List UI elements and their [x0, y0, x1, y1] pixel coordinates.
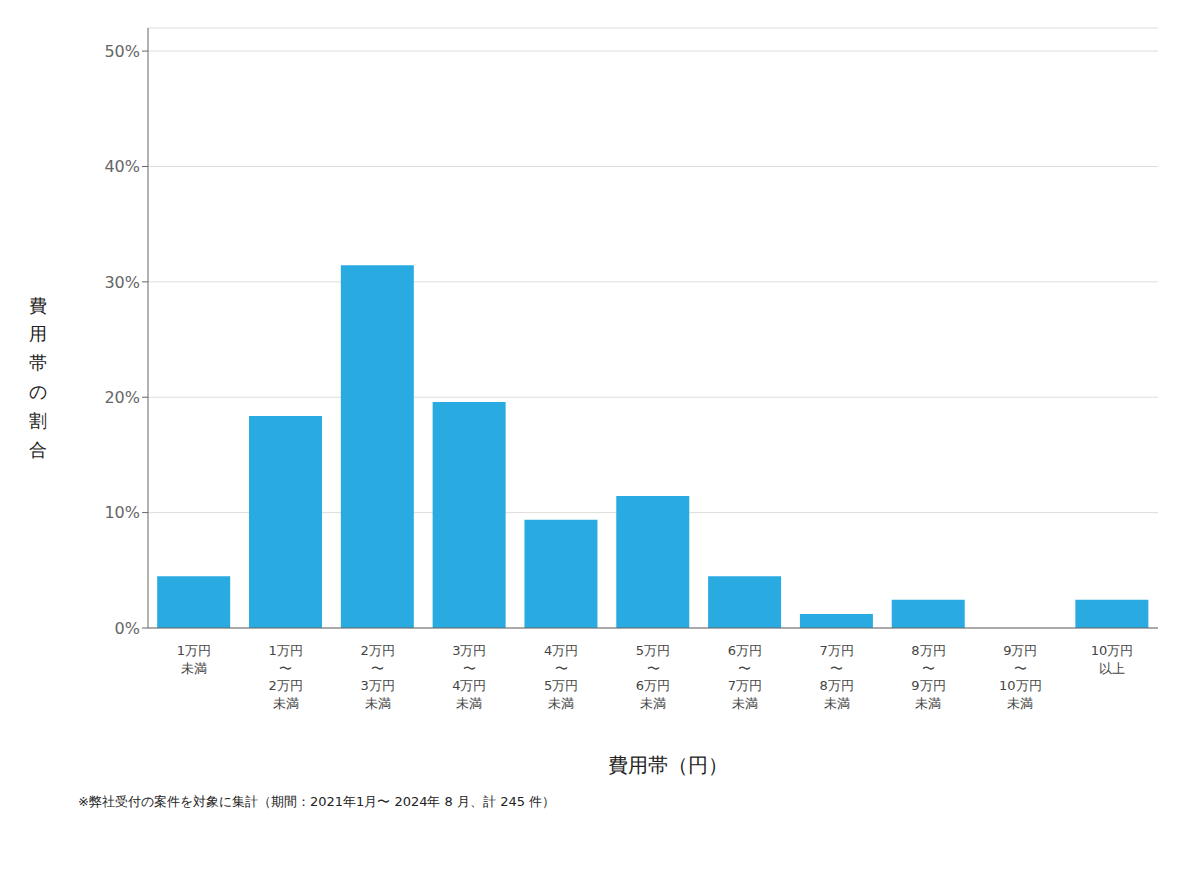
svg-text:3万円〜4万円未満: 3万円〜4万円未満	[452, 643, 486, 711]
svg-text:30%: 30%	[104, 273, 140, 292]
svg-text:20%: 20%	[104, 388, 140, 407]
svg-text:4万円〜5万円未満: 4万円〜5万円未満	[544, 643, 578, 711]
svg-text:10%: 10%	[104, 503, 140, 522]
html-text:費用帯（円）: 費用帯（円）	[608, 753, 728, 777]
svg-text:9万円〜10万円未満: 9万円〜10万円未満	[999, 643, 1042, 711]
html-text:用: 用	[29, 323, 47, 345]
svg-text:1万円未満: 1万円未満	[177, 643, 211, 676]
html-text:帯: 帯	[29, 352, 47, 374]
html-text:※弊社受付の案件を対象に集計（期間：2021年1月〜 202: ※弊社受付の案件を対象に集計（期間：2021年1月〜 2024年 8 月、計 2…	[78, 794, 556, 809]
svg-text:2万円〜3万円未満: 2万円〜3万円未満	[360, 643, 394, 711]
svg-text:10万円以上: 10万円以上	[1091, 643, 1134, 676]
svg-text:40%: 40%	[104, 157, 140, 176]
svg-text:1万円〜2万円未満: 1万円〜2万円未満	[269, 643, 303, 711]
html-text:割: 割	[29, 409, 47, 431]
svg-text:6万円〜7万円未満: 6万円〜7万円未満	[728, 643, 762, 711]
svg-text:7万円〜8万円未満: 7万円〜8万円未満	[819, 643, 853, 711]
svg-text:0%: 0%	[115, 619, 140, 638]
svg-text:5万円〜6万円未満: 5万円〜6万円未満	[636, 643, 670, 711]
html-text:合: 合	[29, 438, 47, 460]
svg-text:8万円〜9万円未満: 8万円〜9万円未満	[911, 643, 945, 711]
html-text:費: 費	[29, 294, 47, 316]
svg-text:50%: 50%	[104, 42, 140, 61]
html-text:の: の	[29, 381, 47, 402]
